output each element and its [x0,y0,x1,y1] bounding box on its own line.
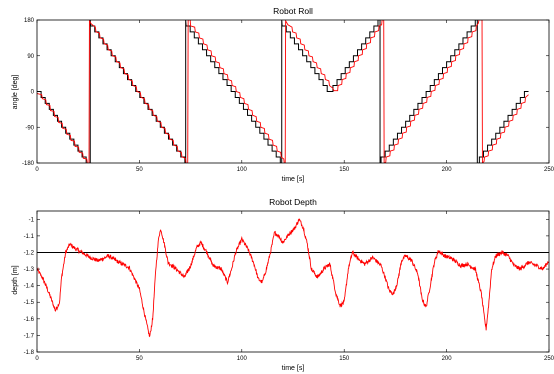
depth-y-tick-label: -1 [29,217,35,223]
depth-x-axis-label: time [s] [282,365,305,372]
depth-y-axis-label: depth [m] [12,265,19,294]
roll-measured-line [37,20,529,163]
roll-x-tick-label: 150 [339,167,350,173]
depth-x-tick-label: 100 [237,356,248,362]
roll-y-tick-label: 90 [27,54,34,60]
depth-y-tick-label: -1.6 [24,317,35,323]
depth-x-tick-label: 150 [339,356,350,362]
depth-y-tick-label: -1.1 [24,234,35,240]
roll-setpoint-line [37,20,529,163]
depth-measured-line [37,218,549,338]
roll-y-tick-label: -180 [22,161,35,167]
roll-x-tick-label: 250 [544,167,554,173]
depth-y-tick-label: -1.5 [24,300,35,306]
roll-y-tick-label: 180 [24,18,35,24]
roll-y-tick-label: 0 [31,90,35,96]
depth-x-tick-label: 50 [136,356,143,362]
depth-axes-frame [36,210,550,353]
roll-y-axis-label: angle [deg] [12,75,19,110]
roll-plot-area [37,20,529,163]
depth-chart-title: Robot Depth [269,197,317,207]
roll-axes: 0 50 100 150 200 250 -180 -90 0 90 180 [22,18,554,173]
roll-x-tick-label: 50 [136,167,143,173]
depth-chart: Robot Depth 0 50 100 150 200 250 -1.8 -1.7 -1.6 -… [12,197,554,372]
depth-y-tick-label: -1.8 [24,350,35,356]
roll-axes-frame [36,19,550,164]
depth-x-tick-label: 200 [442,356,453,362]
roll-y-tick-label: -90 [25,125,34,131]
depth-plot-area [37,218,549,338]
roll-chart: Robot Roll 0 50 100 150 200 250-180-90090180 … [12,6,554,183]
depth-y-tick-label: -1.7 [24,333,35,339]
roll-x-tick-label: 100 [237,167,248,173]
depth-x-tick-label: 250 [544,356,554,362]
roll-x-tick-label: 200 [442,167,453,173]
roll-chart-title: Robot Roll [273,6,313,16]
depth-x-tick-label: 0 [35,356,39,362]
depth-axes: 0 50 100 150 200 250 -1.8 -1.7 -1.6 -1.5 -1.4 -1.3 -… [24,210,554,362]
depth-y-tick-label: -1.2 [24,250,35,256]
depth-y-tick-label: -1.3 [24,267,35,273]
depth-y-tick-label: -1.4 [24,284,35,290]
roll-x-axis-label: time [s] [282,176,305,183]
roll-x-tick-label: 0 [35,167,39,173]
